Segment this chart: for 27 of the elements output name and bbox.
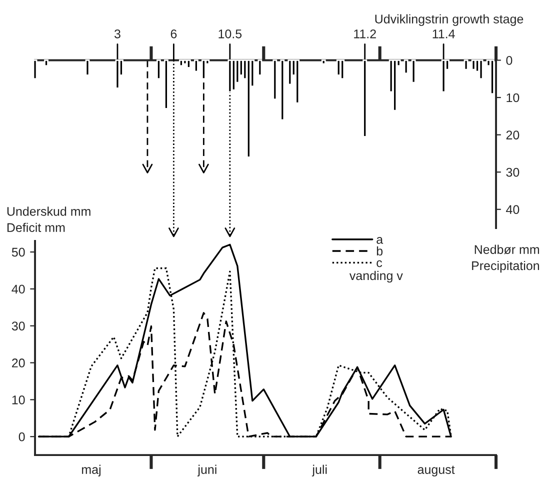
y-tick-label: 10	[506, 93, 520, 102]
legend-label: b	[376, 246, 383, 256]
x-tick-label: august	[418, 466, 455, 476]
y-tick-label: 20	[12, 358, 25, 368]
x-tick-label: juli	[312, 464, 327, 476]
y-tick-label: 10	[12, 395, 25, 404]
y-tick-label: 40	[12, 284, 25, 294]
y-tick-label: 0	[506, 56, 512, 65]
x-axis-title: Udviklingstrin growth stage	[375, 14, 524, 26]
y-axis-title: Underskud mm Deficit mm	[7, 206, 90, 232]
legend-label: c	[376, 260, 382, 268]
x-tick-label: maj	[82, 464, 100, 476]
x-tick-label: juni	[197, 464, 216, 476]
annotation: 6	[170, 29, 177, 38]
y-tick-label: 0	[18, 432, 25, 442]
y-tick-label: 40	[506, 205, 520, 214]
y-tick-label: 50	[12, 248, 25, 257]
y-axis-title: Nedbør mm Precipitation	[472, 244, 540, 273]
y-tick-label: 20	[506, 130, 520, 140]
annotation: 3	[114, 29, 120, 38]
annotation: vanding v	[349, 270, 403, 283]
y-tick-label: 30	[12, 322, 25, 330]
annotation: 10.5	[218, 29, 242, 38]
y-tick-label: 30	[506, 168, 520, 177]
legend-label: a	[376, 237, 384, 244]
annotation: 11.2	[354, 29, 376, 38]
annotation: 11.4	[432, 30, 455, 38]
